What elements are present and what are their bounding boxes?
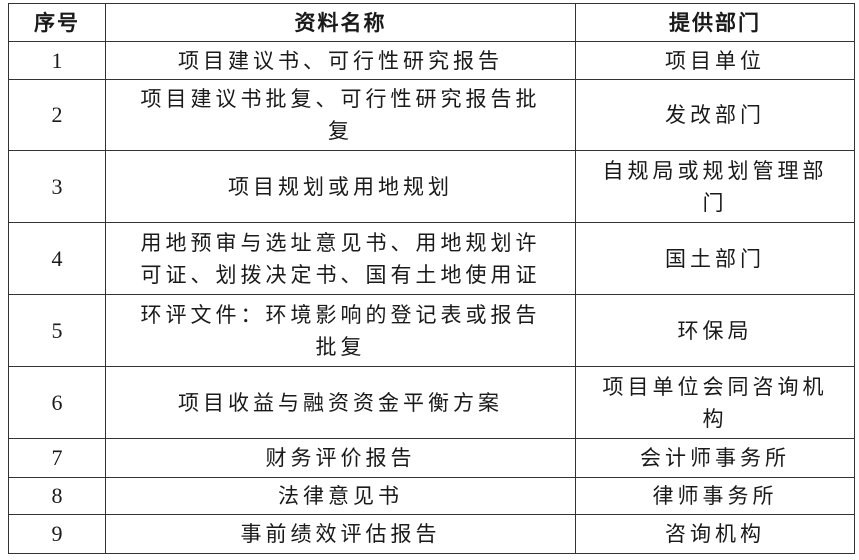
material-name: 财务评价报告 [105, 438, 576, 478]
material-name: 用地预审与选址意见书、用地规划许 可证、划拨决定书、国有土地使用证 [105, 222, 576, 295]
row-number: 4 [8, 222, 106, 295]
provider-department: 自规局或规划管理部 门 [575, 150, 855, 223]
material-name: 项目建议书、可行性研究报告 [105, 41, 576, 80]
table-row: 2 项目建议书批复、可行性研究报告批 复发改部门 [8, 79, 855, 151]
header-dept: 提供部门 [575, 3, 855, 42]
provider-department: 会计师事务所 [575, 438, 855, 478]
provider-department: 咨询机构 [575, 514, 855, 554]
row-number: 7 [8, 438, 106, 478]
provider-department: 项目单位 [575, 41, 855, 80]
table-row: 6 项目收益与融资资金平衡方案 项目单位会同咨询机 构 [8, 366, 855, 439]
table-row: 3 项目规划或用地规划 自规局或规划管理部 门 [8, 150, 855, 223]
material-name: 事前绩效评估报告 [105, 514, 576, 554]
table-row: 8 法律意见书 律师事务所 [8, 477, 855, 515]
row-number: 3 [8, 150, 106, 223]
row-number: 1 [8, 41, 106, 80]
table-row: 4 用地预审与选址意见书、用地规划许 可证、划拨决定书、国有土地使用证 国土部门 [8, 222, 855, 295]
row-number: 9 [8, 514, 106, 554]
row-number: 8 [8, 477, 106, 515]
table-row: 9 事前绩效评估报告 咨询机构 [8, 514, 855, 554]
material-name: 项目建议书批复、可行性研究报告批 复 [105, 79, 576, 151]
header-name: 资料名称 [105, 3, 576, 42]
table-row: 1 项目建议书、可行性研究报告 项目单位 [8, 41, 855, 80]
row-number: 6 [8, 366, 106, 439]
provider-department: 环保局 [575, 294, 855, 367]
materials-table: 序号 资料名称 提供部门 1 项目建议书、可行性研究报告 项目单位 2 项目建议书批复、… [8, 3, 855, 554]
provider-department: 项目单位会同咨询机 构 [575, 366, 855, 439]
provider-department: 国土部门 [575, 222, 855, 295]
material-name: 项目规划或用地规划 [105, 150, 576, 223]
table-row: 7 财务评价报告 会计师事务所 [8, 438, 855, 478]
material-name: 环评文件：环境影响的登记表或报告 批复 [105, 294, 576, 367]
header-row: 序号 资料名称 提供部门 [8, 3, 855, 42]
material-name: 法律意见书 [105, 477, 576, 515]
provider-department: 律师事务所 [575, 477, 855, 515]
row-number: 5 [8, 294, 106, 367]
material-name: 项目收益与融资资金平衡方案 [105, 366, 576, 439]
header-no: 序号 [8, 3, 106, 42]
row-number: 2 [8, 79, 106, 151]
table-row: 5 环评文件：环境影响的登记表或报告 批复 环保局 [8, 294, 855, 367]
provider-department: 发改部门 [575, 79, 855, 151]
